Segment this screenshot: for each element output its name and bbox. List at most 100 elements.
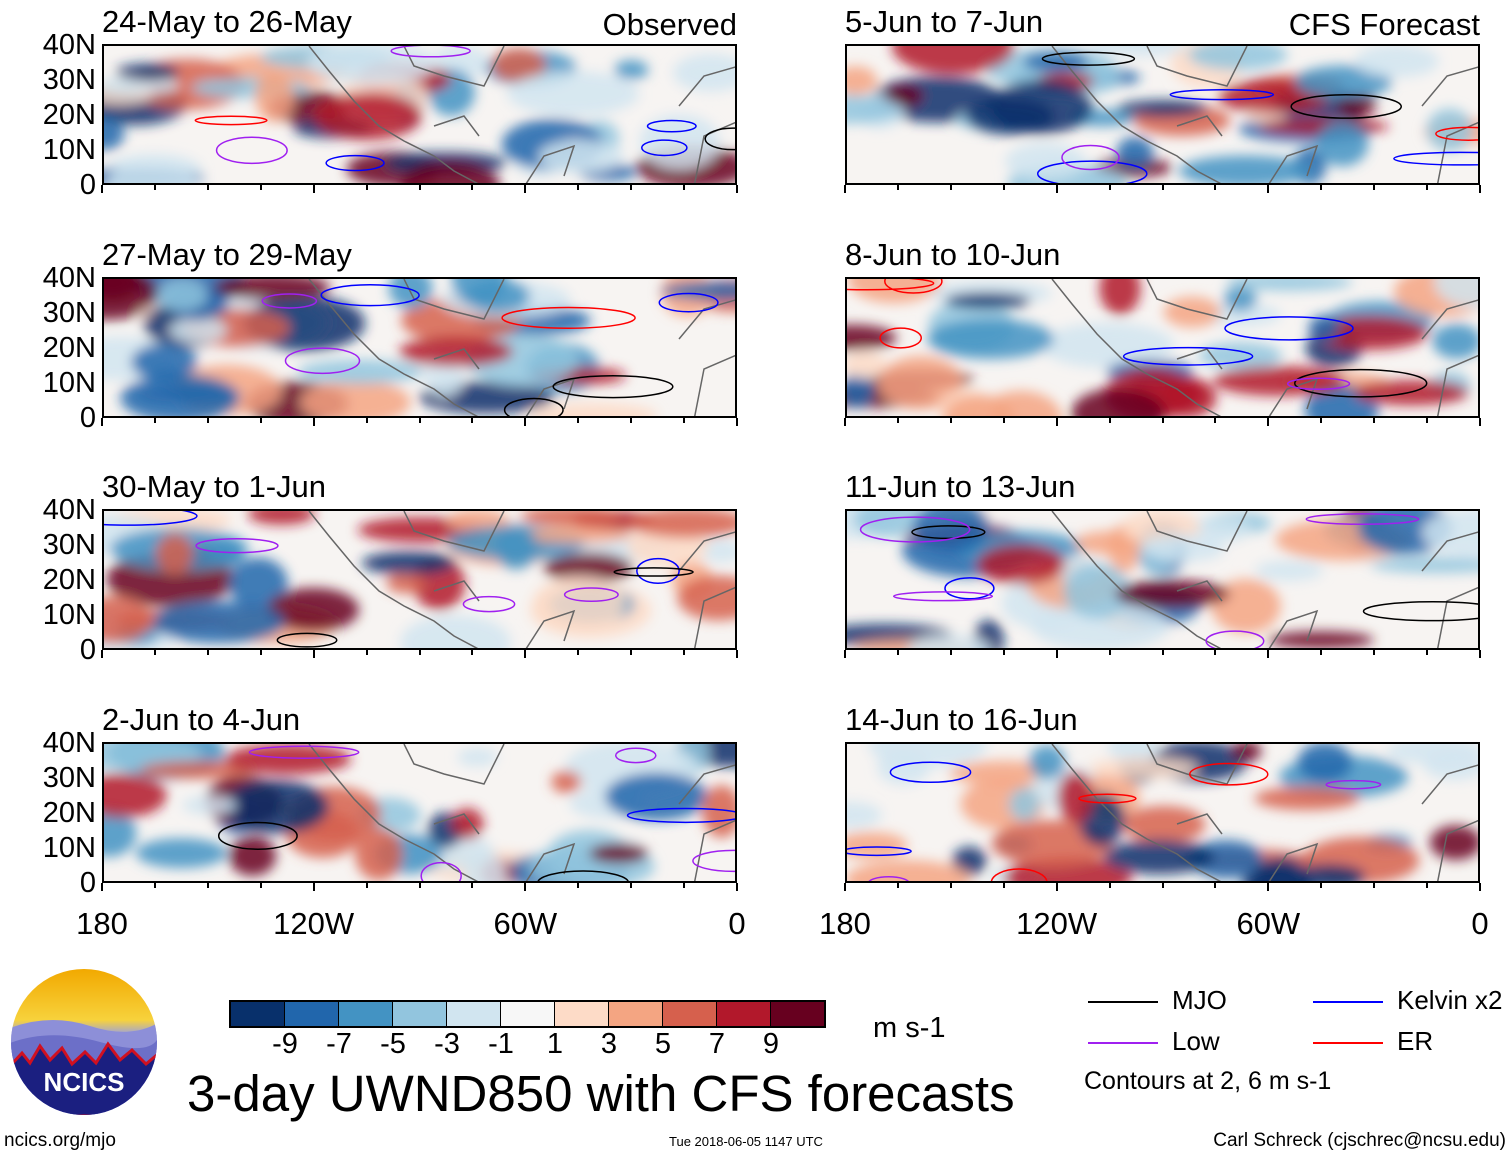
colorbar-swatch bbox=[717, 1002, 771, 1026]
tick-mark bbox=[1161, 883, 1164, 888]
tick-mark bbox=[1267, 650, 1270, 658]
contour bbox=[552, 374, 674, 399]
contour bbox=[248, 745, 360, 759]
tick-mark bbox=[949, 650, 952, 655]
contour bbox=[1037, 160, 1148, 183]
anomaly-blob bbox=[247, 511, 315, 525]
tick-mark bbox=[206, 883, 209, 888]
tick-mark bbox=[1108, 418, 1111, 423]
y-tick-label: 40N bbox=[42, 262, 96, 294]
anomaly-blob bbox=[538, 139, 624, 174]
contour bbox=[390, 46, 471, 58]
panel-label: Observed bbox=[602, 7, 737, 42]
tick-mark bbox=[418, 883, 421, 888]
anomaly-blob bbox=[224, 779, 329, 834]
legend-line bbox=[1313, 1042, 1383, 1044]
tick-mark bbox=[1002, 883, 1005, 888]
tick-mark bbox=[683, 185, 686, 190]
anomaly-blob bbox=[507, 71, 640, 116]
tick-mark bbox=[844, 418, 846, 426]
tick-mark bbox=[1426, 418, 1429, 423]
anomaly-blob bbox=[354, 827, 403, 881]
legend-label: Low bbox=[1172, 1026, 1220, 1056]
contour bbox=[911, 525, 986, 540]
anomaly-blob bbox=[847, 95, 902, 124]
tick-mark bbox=[1320, 185, 1323, 190]
anomaly-blob bbox=[494, 525, 537, 570]
anomaly-blob bbox=[1022, 51, 1090, 72]
anomaly-blob bbox=[1423, 751, 1478, 781]
legend-line bbox=[1088, 1042, 1158, 1044]
tick-mark bbox=[471, 650, 474, 655]
anomaly-blob bbox=[544, 552, 634, 584]
contour bbox=[614, 747, 657, 764]
contour bbox=[1189, 762, 1269, 786]
anomaly-blob bbox=[1117, 100, 1208, 117]
y-tick-label: 40N bbox=[42, 29, 96, 61]
contour bbox=[1169, 88, 1275, 101]
tick-mark bbox=[896, 883, 899, 888]
tick-mark bbox=[101, 650, 103, 658]
colorbar-swatch bbox=[501, 1002, 555, 1026]
tick-mark bbox=[1214, 650, 1217, 655]
y-tick-label: 20N bbox=[42, 797, 96, 829]
anomaly-blob bbox=[104, 773, 167, 818]
tick-mark bbox=[471, 883, 474, 888]
contour bbox=[276, 632, 338, 648]
anomaly-blob bbox=[115, 63, 180, 81]
coastline bbox=[1051, 511, 1478, 648]
map-panel bbox=[102, 742, 737, 883]
anomaly-blob bbox=[400, 615, 511, 648]
colorbar-swatch bbox=[393, 1002, 447, 1026]
tick-mark bbox=[1108, 185, 1111, 190]
contour bbox=[641, 139, 688, 157]
tick-mark bbox=[1373, 418, 1376, 423]
anomaly-blob bbox=[228, 835, 277, 877]
legend-line bbox=[1088, 1001, 1158, 1003]
contour bbox=[636, 557, 680, 584]
tick-mark bbox=[1002, 185, 1005, 190]
contour bbox=[1305, 513, 1420, 526]
map-panel bbox=[845, 44, 1480, 185]
y-tick-label: 20N bbox=[42, 332, 96, 364]
colorbar-swatch bbox=[447, 1002, 501, 1026]
contour bbox=[692, 849, 735, 873]
anomaly-blob bbox=[589, 843, 649, 864]
map-panel bbox=[845, 742, 1480, 883]
source-url[interactable]: ncics.org/mjo bbox=[4, 1130, 116, 1151]
tick-mark bbox=[736, 418, 738, 426]
contour bbox=[462, 595, 516, 613]
tick-mark bbox=[736, 650, 738, 658]
anomaly-blob bbox=[532, 576, 626, 630]
tick-mark bbox=[153, 418, 156, 423]
anomaly-blob bbox=[267, 587, 360, 632]
anomaly-blob bbox=[457, 747, 498, 767]
tick-mark bbox=[1161, 650, 1164, 655]
anomaly-blob bbox=[300, 380, 411, 416]
tick-mark bbox=[683, 883, 686, 888]
anomaly-blob bbox=[1429, 825, 1478, 860]
tick-mark bbox=[1479, 418, 1481, 426]
anomaly-blob bbox=[1223, 286, 1257, 312]
anomaly-blob bbox=[169, 316, 228, 343]
x-tick-label: 60W bbox=[1236, 906, 1301, 941]
anomaly-blob bbox=[522, 527, 631, 544]
anomaly-blob bbox=[605, 772, 708, 821]
tick-mark bbox=[1267, 185, 1270, 193]
contour bbox=[868, 876, 909, 881]
tick-mark bbox=[524, 650, 527, 658]
map-panel bbox=[102, 277, 737, 418]
tick-mark bbox=[630, 418, 633, 423]
wind-anomaly-field bbox=[847, 511, 1478, 648]
contour bbox=[1393, 151, 1478, 166]
anomaly-blob bbox=[1114, 579, 1230, 608]
colorbar-swatch bbox=[771, 1002, 824, 1026]
tick-mark bbox=[312, 883, 315, 891]
anomaly-blob bbox=[1316, 121, 1369, 167]
anomaly-blob bbox=[1370, 557, 1478, 574]
anomaly-blob bbox=[847, 860, 971, 881]
anomaly-blob bbox=[661, 281, 735, 301]
contour bbox=[1362, 601, 1478, 622]
x-tick-label: 0 bbox=[728, 906, 746, 941]
anomaly-blob bbox=[1163, 296, 1221, 328]
